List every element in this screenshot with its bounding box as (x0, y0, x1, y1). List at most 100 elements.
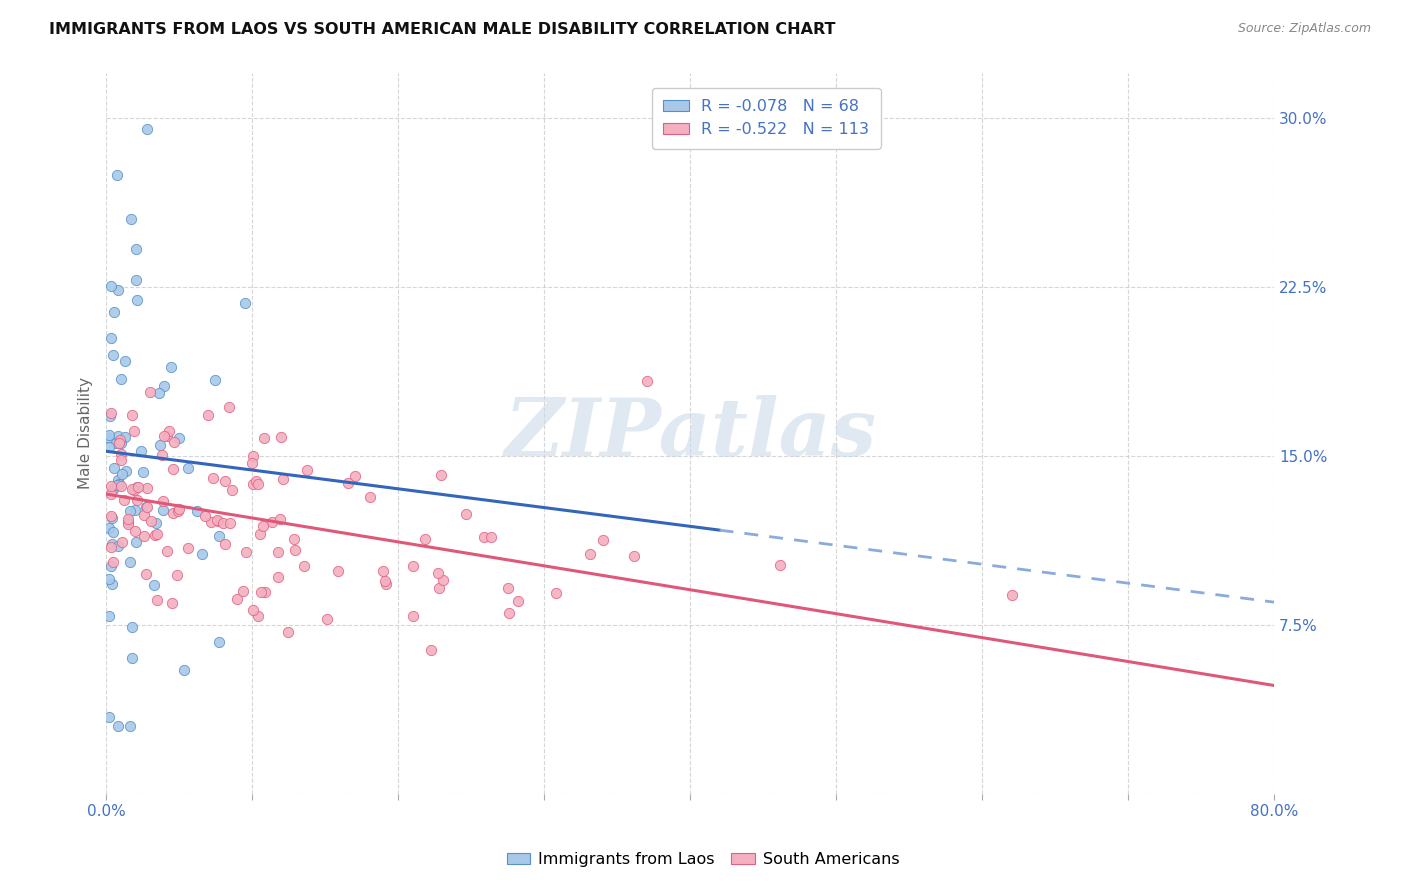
Point (101, 524, 124, 539)
Point (163, 435, 186, 450)
Point (110, 436, 132, 450)
Point (100, 406, 122, 420)
Point (242, 603, 264, 617)
Point (162, 506, 184, 520)
Point (105, 436, 128, 450)
Point (427, 581, 450, 595)
Point (131, 444, 153, 458)
Point (402, 559, 425, 574)
Point (98, 431, 121, 445)
Point (98, 521, 121, 535)
Point (186, 504, 208, 518)
Point (107, 539, 129, 553)
Point (156, 429, 179, 443)
Point (413, 532, 436, 546)
Point (260, 515, 283, 529)
Point (135, 500, 157, 515)
Point (208, 529, 231, 543)
Point (472, 530, 495, 544)
Point (1000, 589, 1022, 603)
Point (136, 122, 159, 136)
Point (120, 212, 142, 227)
Point (132, 508, 155, 522)
Point (295, 463, 318, 477)
Point (146, 593, 169, 607)
Point (135, 567, 157, 582)
Point (153, 429, 176, 443)
Point (103, 461, 125, 475)
Point (150, 448, 173, 462)
Point (100, 540, 122, 554)
Point (124, 503, 146, 517)
Point (496, 582, 519, 596)
Point (207, 514, 229, 528)
Point (269, 511, 291, 525)
Y-axis label: Male Disability: Male Disability (79, 377, 93, 490)
Point (169, 502, 191, 516)
Point (249, 585, 271, 599)
Point (205, 513, 228, 527)
Point (246, 477, 269, 491)
Point (143, 528, 166, 542)
Point (479, 530, 502, 544)
Point (226, 591, 249, 606)
Point (427, 566, 450, 580)
Point (636, 375, 658, 389)
Point (101, 482, 124, 496)
Point (214, 537, 236, 551)
Point (162, 462, 184, 476)
Point (177, 541, 200, 555)
Point (125, 480, 148, 494)
Text: ZIPatlas: ZIPatlas (505, 394, 876, 472)
Point (246, 609, 269, 624)
Point (402, 608, 425, 623)
Point (373, 574, 395, 589)
Point (197, 409, 219, 423)
Point (117, 512, 139, 526)
Point (107, 473, 129, 487)
Point (132, 529, 155, 543)
Point (145, 516, 167, 530)
Point (160, 596, 183, 610)
Point (148, 438, 170, 452)
Point (375, 576, 398, 591)
Point (273, 472, 295, 486)
Point (110, 433, 132, 447)
Point (173, 664, 195, 678)
Point (152, 503, 174, 517)
Point (208, 635, 231, 649)
Point (233, 295, 256, 310)
Point (202, 471, 225, 485)
Point (110, 447, 132, 461)
Point (125, 492, 148, 507)
Point (240, 457, 263, 471)
Point (114, 429, 136, 443)
Legend: R = -0.078   N = 68, R = -0.522   N = 113: R = -0.078 N = 68, R = -0.522 N = 113 (652, 88, 880, 149)
Point (105, 477, 128, 491)
Point (108, 435, 131, 450)
Point (117, 516, 139, 530)
Point (191, 547, 214, 561)
Point (143, 577, 166, 591)
Point (103, 305, 125, 319)
Point (211, 516, 233, 530)
Point (146, 526, 169, 541)
Point (254, 585, 277, 599)
Point (124, 273, 146, 287)
Point (98, 428, 121, 442)
Point (121, 650, 143, 665)
Text: IMMIGRANTS FROM LAOS VS SOUTH AMERICAN MALE DISABILITY CORRELATION CHART: IMMIGRANTS FROM LAOS VS SOUTH AMERICAN M… (49, 22, 835, 37)
Point (235, 545, 257, 559)
Point (121, 408, 143, 422)
Point (101, 348, 124, 362)
Point (135, 481, 157, 495)
Point (100, 508, 122, 523)
Point (359, 490, 381, 504)
Point (111, 535, 134, 549)
Point (218, 400, 240, 414)
Point (103, 482, 125, 496)
Point (107, 283, 129, 297)
Point (114, 354, 136, 368)
Point (141, 514, 163, 528)
Point (283, 532, 305, 546)
